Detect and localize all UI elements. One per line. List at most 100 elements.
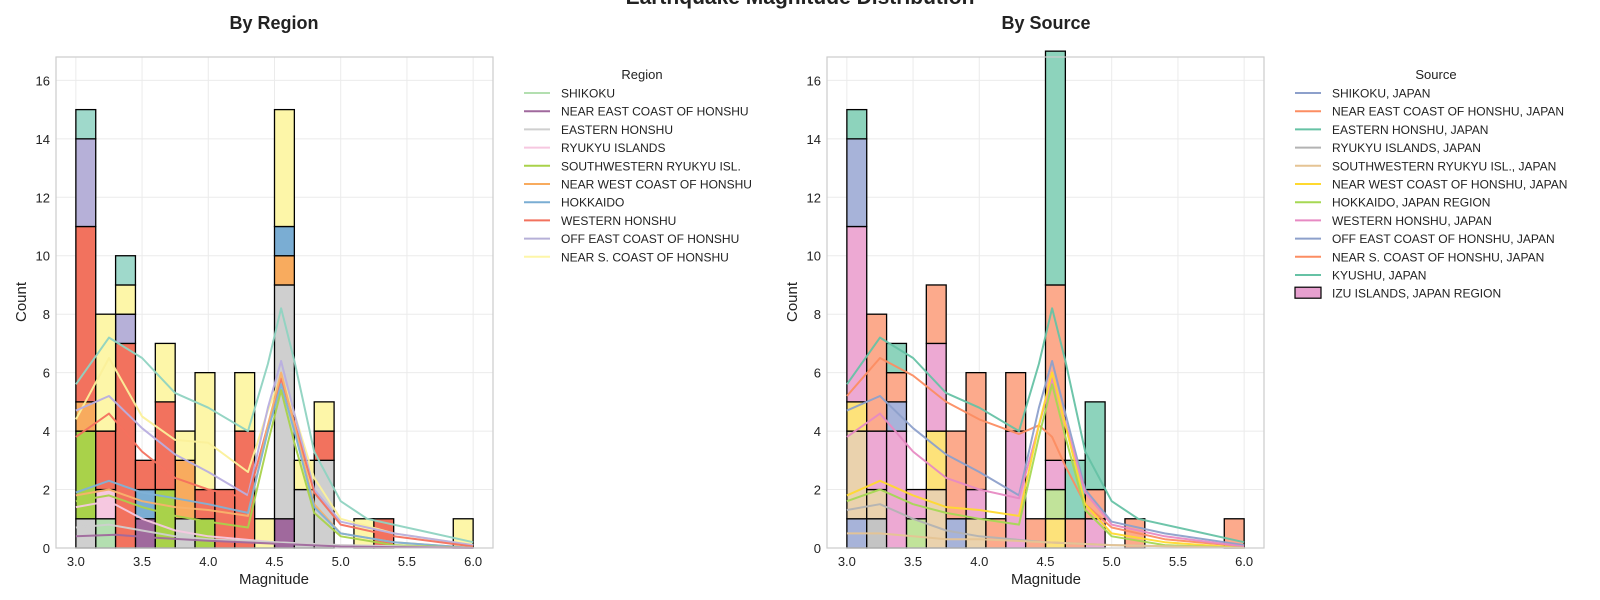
histogram-bar [194,371,216,491]
histogram-bar [75,138,97,228]
histogram-bar [273,255,296,286]
histogram-bar [885,371,908,403]
legend: SHIKOKU NEAR EAST COAST OF HONSHU EASTERN … [524,87,752,264]
histogram-bar [75,225,97,403]
legend-label: OFF EAST COAST OF HONSHU, JAPAN [1332,232,1555,246]
x-tick-label: 3.0 [67,554,85,569]
histogram-bar [95,313,117,432]
histogram-bar [1044,459,1067,491]
y-tick-label: 16 [807,73,821,88]
legend-title: Region [621,67,662,82]
y-axis-label: Count [784,281,801,322]
x-tick-label: 5.5 [398,554,416,569]
x-tick-label: 5.0 [1103,554,1121,569]
histogram-bar [1044,50,1067,286]
plot-area: 3.0 3.5 4.0 4.5 5.0 5.5 6.0 0 2 4 6 8 10 12 14 16 [36,56,494,569]
legend-label: SOUTHWESTERN RYUKYU ISL., JAPAN [1332,159,1556,173]
legend-label: WESTERN HONSHU, JAPAN [1332,214,1492,228]
x-tick-label: 4.5 [265,554,283,569]
kde-curve [75,523,474,549]
legend-label: IZU ISLANDS, JAPAN REGION [1332,287,1501,301]
chart-title: By Source [1001,13,1090,33]
y-tick-label: 0 [814,541,821,556]
y-tick-label: 10 [36,249,50,264]
histogram-bar [945,430,967,520]
histogram-bar [134,459,156,491]
y-tick-label: 16 [36,73,50,88]
chart-title: By Region [229,13,318,33]
kde-curve [75,360,474,547]
y-tick-label: 8 [43,307,50,322]
histogram-bar [925,284,947,345]
x-tick-label: 6.0 [464,554,482,569]
legend-label: WESTERN HONSHU [561,214,676,228]
legend-label: NEAR S. COAST OF HONSHU, JAPAN [1332,250,1544,264]
legend-label: RYUKYU ISLANDS [561,141,665,155]
legend: SHIKOKU, JAPAN NEAR EAST COAST OF HONSHU,… [1294,87,1567,301]
legend-label: SHIKOKU [561,87,615,101]
y-axis-label: Count [13,281,30,322]
kde-curve [75,389,474,549]
histogram-bar [846,138,868,228]
histogram-bar [95,518,117,549]
y-tick-label: 8 [814,307,821,322]
x-tick-label: 4.0 [970,554,988,569]
legend-label: OFF EAST COAST OF HONSHU [561,232,739,246]
histogram-bar [846,430,868,520]
legend-swatch [1294,286,1322,299]
histogram-bar [965,518,987,549]
x-tick-label: 4.0 [199,554,217,569]
legend-label: NEAR WEST COAST OF HONSHU, JAPAN [1332,178,1567,192]
x-axis-label: Magnitude [1011,571,1081,588]
legend-label: EASTERN HONSHU, JAPAN [1332,123,1488,137]
legend-label: HOKKAIDO [561,196,624,210]
kde-curve [75,307,474,544]
histogram-bar [114,255,137,286]
legend-label: SOUTHWESTERN RYUKYU ISL. [561,159,741,173]
histogram-bar [1005,371,1027,432]
histogram-bar [885,430,908,549]
x-tick-label: 5.5 [1169,554,1187,569]
histogram-bar [866,313,888,432]
legend-label: NEAR EAST COAST OF HONSHU [561,105,749,119]
legend-label: KYUSHU, JAPAN [1332,269,1426,283]
y-tick-label: 14 [807,132,821,147]
legend-label: NEAR S. COAST OF HONSHU [561,250,729,264]
histogram-bar [313,401,335,432]
y-tick-label: 14 [36,132,50,147]
y-tick-label: 4 [43,424,50,439]
axes-frame [55,56,494,549]
histogram-bar [154,342,176,403]
y-tick-label: 12 [807,190,821,205]
histogram-bar [1084,401,1106,491]
histogram-bar [95,430,117,491]
axes-frame [826,56,1265,549]
y-tick-label: 2 [43,483,50,498]
histogram-bar [273,225,296,257]
x-tick-label: 4.5 [1036,554,1054,569]
plot-area: 3.0 3.5 4.0 4.5 5.0 5.5 6.0 0 2 4 6 8 10 12 14 16 [807,50,1265,569]
y-tick-label: 6 [814,366,821,381]
histogram-bar [1044,488,1067,520]
x-tick-label: 3.0 [838,554,856,569]
kde-curve [846,307,1245,544]
histogram-bar [114,313,137,345]
y-tick-label: 0 [43,541,50,556]
legend-label: NEAR EAST COAST OF HONSHU, JAPAN [1332,105,1564,119]
y-tick-label: 6 [43,366,50,381]
kde-curve [75,533,474,549]
histogram-bar [965,488,987,520]
y-tick-label: 2 [814,483,821,498]
x-tick-label: 3.5 [133,554,151,569]
x-tick-label: 6.0 [1235,554,1253,569]
legend-label: HOKKAIDO, JAPAN REGION [1332,196,1490,210]
legend-label: SHIKOKU, JAPAN [1332,87,1430,101]
x-axis-label: Magnitude [239,571,309,588]
legend-label: EASTERN HONSHU [561,123,673,137]
histogram-bar [866,430,888,491]
histogram-bar [1024,518,1047,549]
kde-curve [846,371,1245,549]
legend-label: NEAR WEST COAST OF HONSHU [561,178,752,192]
figure-suptitle: Earthquake Magnitude Distribution [626,0,975,9]
